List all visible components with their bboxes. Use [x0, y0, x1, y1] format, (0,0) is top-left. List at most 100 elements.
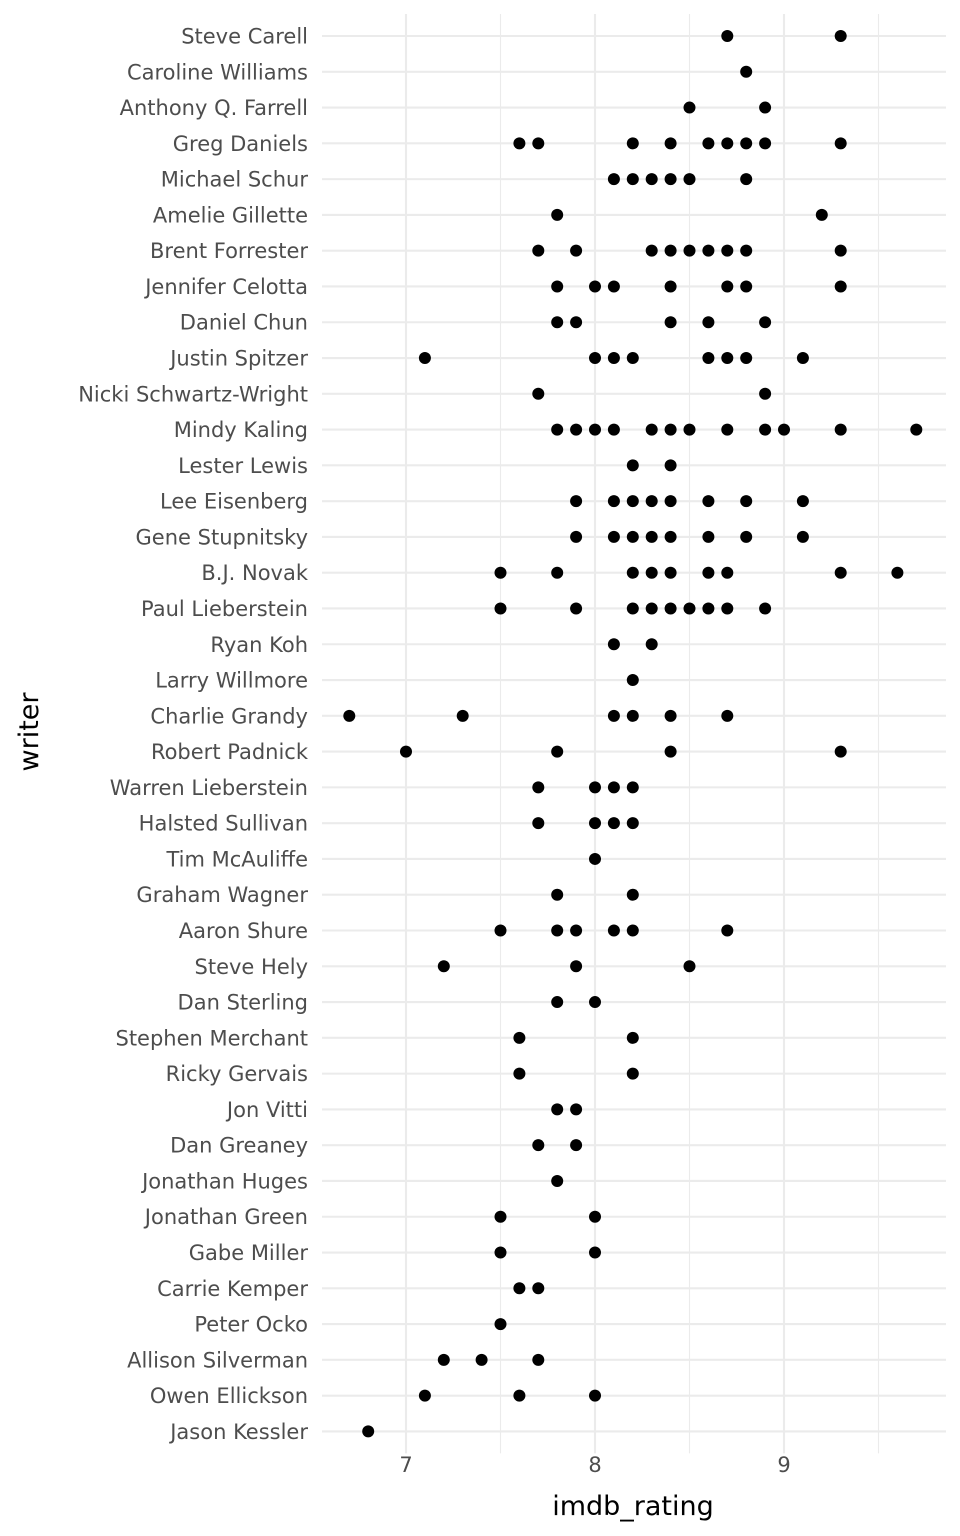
data-point — [551, 924, 564, 937]
data-point — [721, 137, 734, 150]
data-point — [570, 316, 583, 329]
data-point — [664, 244, 677, 257]
major-gridlines — [322, 14, 946, 1454]
data-point — [570, 1103, 583, 1116]
data-point — [589, 423, 601, 436]
data-point — [532, 781, 545, 794]
y-tick-label: Graham Wagner — [136, 883, 308, 907]
data-point — [607, 924, 620, 937]
data-point — [834, 244, 847, 257]
data-point — [589, 1210, 601, 1223]
data-points — [343, 30, 923, 1438]
y-tick-label: Jennifer Celotta — [143, 275, 308, 299]
data-point — [683, 423, 696, 436]
data-point — [532, 244, 545, 257]
data-point — [740, 530, 753, 543]
data-point — [589, 280, 601, 293]
data-point — [343, 709, 356, 722]
y-tick-label: Charlie Grandy — [150, 704, 308, 728]
y-tick-label: Jason Kessler — [168, 1420, 308, 1444]
data-point — [494, 602, 507, 615]
data-point — [759, 387, 772, 400]
data-point — [740, 137, 753, 150]
data-point — [532, 1282, 545, 1295]
data-point — [645, 602, 658, 615]
data-point — [626, 459, 639, 472]
data-point — [834, 566, 847, 579]
data-point — [532, 1139, 545, 1152]
data-point — [589, 352, 601, 365]
y-tick-label: Larry Willmore — [155, 669, 308, 693]
y-tick-label: Amelie Gillette — [153, 203, 308, 227]
data-point — [607, 352, 620, 365]
y-tick-label: Mindy Kaling — [174, 418, 308, 442]
data-point — [834, 30, 847, 42]
data-point — [494, 566, 507, 579]
data-point — [702, 495, 715, 508]
data-point — [551, 423, 564, 436]
data-point — [796, 495, 809, 508]
data-point — [532, 817, 545, 830]
y-tick-label: Peter Ocko — [194, 1313, 308, 1337]
data-point — [645, 495, 658, 508]
y-tick-label: Justin Spitzer — [168, 347, 308, 371]
data-point — [740, 244, 753, 257]
data-point — [683, 101, 696, 114]
data-point — [437, 960, 450, 973]
y-tick-label: Aaron Shure — [179, 919, 308, 943]
data-point — [551, 566, 564, 579]
data-point — [589, 996, 601, 1009]
data-point — [607, 530, 620, 543]
y-tick-label: Michael Schur — [161, 168, 309, 192]
data-point — [721, 566, 734, 579]
y-tick-label: Halsted Sullivan — [139, 812, 308, 836]
data-point — [626, 352, 639, 365]
y-tick-label: Tim McAuliffe — [165, 847, 308, 871]
data-point — [683, 602, 696, 615]
data-point — [645, 423, 658, 436]
data-point — [400, 745, 412, 758]
data-point — [626, 566, 639, 579]
data-point — [607, 173, 620, 186]
data-point — [626, 888, 639, 901]
data-point — [362, 1425, 375, 1438]
data-point — [551, 1174, 564, 1187]
data-point — [513, 1282, 526, 1295]
data-point — [645, 638, 658, 651]
data-point — [551, 208, 564, 221]
x-tick-label: 7 — [399, 1453, 412, 1477]
y-tick-label: Jonathan Green — [143, 1205, 308, 1229]
y-tick-label: Lee Eisenberg — [160, 490, 308, 514]
data-point — [702, 530, 715, 543]
y-tick-label: Owen Ellickson — [150, 1384, 308, 1408]
data-point — [664, 280, 677, 293]
data-point — [683, 960, 696, 973]
data-point — [607, 423, 620, 436]
data-point — [626, 530, 639, 543]
y-tick-label: Gabe Miller — [189, 1241, 309, 1265]
y-tick-label: Ryan Koh — [210, 633, 308, 657]
y-tick-label: Steve Hely — [195, 955, 308, 979]
data-point — [702, 352, 715, 365]
y-tick-label: Paul Lieberstein — [141, 597, 308, 621]
data-point — [664, 745, 677, 758]
x-tick-label: 9 — [777, 1453, 790, 1477]
data-point — [607, 709, 620, 722]
data-point — [570, 1139, 583, 1152]
minor-gridlines — [499, 14, 880, 1454]
data-point — [664, 530, 677, 543]
data-point — [626, 709, 639, 722]
data-point — [570, 530, 583, 543]
y-tick-label: Greg Daniels — [173, 132, 308, 156]
data-point — [721, 423, 734, 436]
data-point — [815, 208, 828, 221]
data-point — [759, 423, 772, 436]
y-tick-label: Carrie Kemper — [157, 1277, 308, 1301]
data-point — [589, 817, 601, 830]
data-point — [721, 352, 734, 365]
data-point — [607, 817, 620, 830]
data-point — [664, 137, 677, 150]
data-point — [589, 1246, 601, 1259]
data-point — [910, 423, 923, 436]
